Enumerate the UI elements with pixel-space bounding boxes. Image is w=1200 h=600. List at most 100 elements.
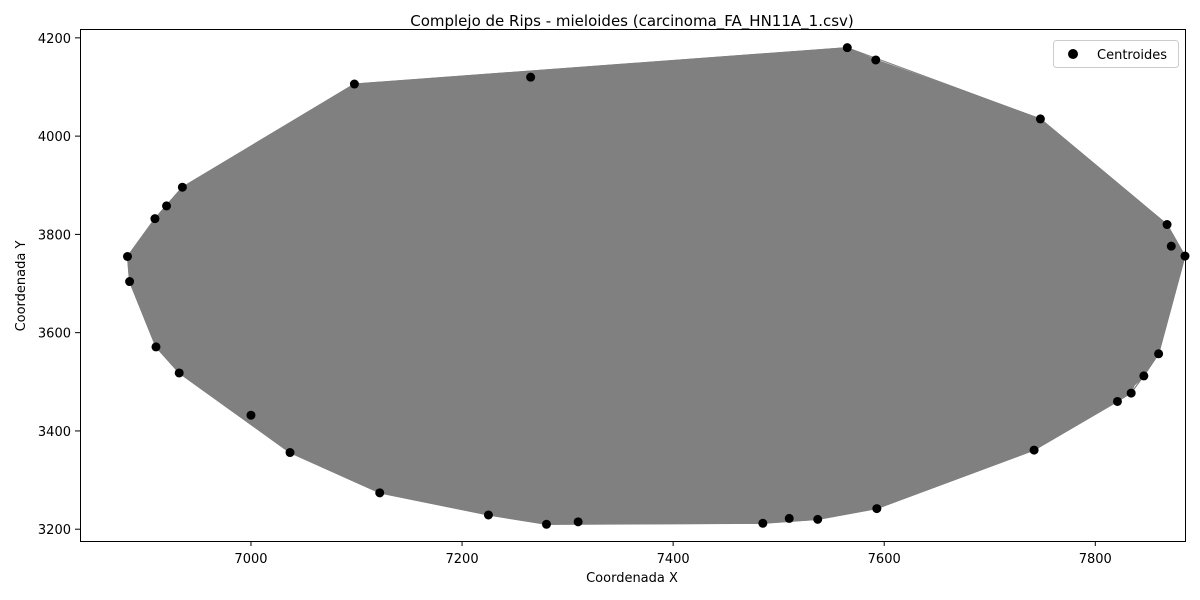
centroid-point [177,182,187,192]
edge [289,245,1172,454]
centroid-point [122,252,132,262]
edge [250,414,380,494]
edge [154,218,1172,247]
edge [250,47,848,416]
edge [546,517,790,525]
edge [530,76,790,519]
edge [250,392,1132,416]
edge [154,218,1132,394]
edge [1158,255,1186,354]
edge [182,186,1132,394]
edge [155,346,579,523]
edge [155,346,291,453]
edge [487,77,532,516]
legend-marker [1068,49,1078,59]
edge [379,392,1132,494]
edge [530,77,579,522]
edge [762,449,1035,524]
edge [155,346,1144,377]
edge [179,372,1035,451]
edge [1040,118,1168,225]
edge [354,83,1168,226]
edge [250,414,877,510]
edge [817,508,877,520]
edge [182,186,1172,247]
edge [250,400,1118,416]
edge [179,353,1159,374]
edge [354,83,1041,120]
edge [788,245,1172,519]
edge [182,186,1118,402]
edge [155,346,252,416]
centroid-point [1162,220,1172,230]
edge [289,452,380,494]
edge [289,452,489,516]
edge [289,47,848,453]
x-tick-label: 7600 [868,552,901,567]
edge [166,118,1041,207]
edge [530,59,876,78]
centroid-point [1126,388,1136,398]
edge [129,281,877,510]
edge [155,187,183,347]
edge [354,83,790,519]
edge [546,522,763,525]
edge [179,372,818,520]
edge [155,346,1035,451]
edge [127,245,1172,258]
edge [182,186,790,519]
centroid-point [541,519,551,529]
edge [546,449,1035,525]
edge [847,47,1168,225]
edge [127,218,156,257]
centroid-point [1166,241,1176,251]
edge [179,372,1144,377]
y-axis-label: Coordenada Y [14,241,29,332]
edge [250,414,291,453]
centroid-point [246,410,256,420]
centroid-point [151,342,161,352]
edge [182,186,878,510]
centroid-point [483,510,493,520]
edge [155,245,1172,348]
y-tick-label: 4000 [38,130,71,145]
edge [127,256,1144,377]
edge [129,281,1132,394]
edge [129,281,579,523]
y-tick-label: 4200 [38,32,71,47]
edge [166,205,1132,394]
x-axis: 7000 7200 7400 7600 7800 [234,541,1112,567]
x-tick-label: 7000 [234,552,267,567]
edge [166,205,1144,377]
edge [129,224,1168,283]
edge [290,449,1035,454]
edge [155,76,531,348]
edge [154,218,579,523]
edge [129,281,1035,451]
edge [876,400,1118,510]
edge [166,76,531,207]
edge [250,414,763,524]
edge [1130,255,1186,394]
edge [530,76,1035,451]
edge [788,255,1186,519]
edge [488,514,790,519]
edge [488,514,579,523]
edge [379,76,532,494]
edge [379,492,877,510]
edge [155,346,1132,394]
edge [354,83,1145,377]
edge [762,353,1159,524]
y-tick-label: 3200 [38,523,71,538]
x-tick-label: 7400 [657,552,690,567]
edge [788,118,1041,519]
edge [155,224,1168,348]
edge [182,118,1041,188]
edge [488,514,763,524]
edge [1040,118,1186,257]
y-tick-label: 3400 [38,425,71,440]
edge [289,452,790,519]
edge [289,452,877,510]
edge [762,118,1041,524]
edge [354,83,1132,394]
